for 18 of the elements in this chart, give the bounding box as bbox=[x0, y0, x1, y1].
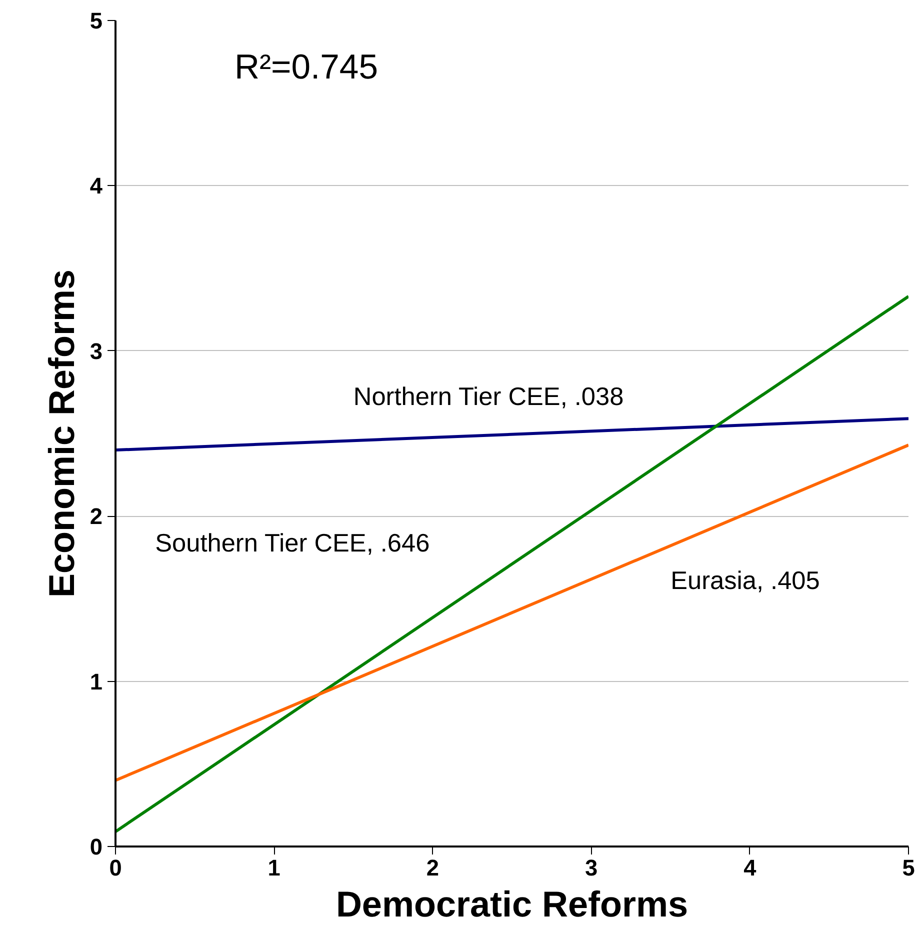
x-tick-label: 4 bbox=[744, 854, 757, 880]
y-tick-label: 3 bbox=[90, 338, 103, 364]
x-tick-label: 3 bbox=[585, 854, 598, 880]
x-tick-label: 2 bbox=[426, 854, 440, 880]
y-tick-label: 0 bbox=[90, 834, 103, 860]
y-tick-label: 2 bbox=[90, 503, 103, 530]
series-label: Northern Tier CEE, .038 bbox=[353, 382, 624, 411]
x-tick-label: 0 bbox=[109, 854, 122, 880]
annotation: R²=0.745 bbox=[234, 48, 378, 87]
x-axis-title: Democratic Reforms bbox=[336, 884, 688, 924]
y-tick-label: 4 bbox=[90, 172, 103, 199]
x-tick-label: 5 bbox=[902, 854, 915, 880]
y-tick-label: 5 bbox=[90, 8, 103, 34]
text: Southern Tier CEE, .646 bbox=[155, 529, 430, 558]
y-axis-title: Economic Reforms bbox=[40, 269, 82, 598]
x-tick-label: 1 bbox=[268, 854, 280, 880]
y-tick-label: 1 bbox=[90, 668, 103, 694]
series-label: Eurasia, .405 bbox=[670, 567, 820, 596]
